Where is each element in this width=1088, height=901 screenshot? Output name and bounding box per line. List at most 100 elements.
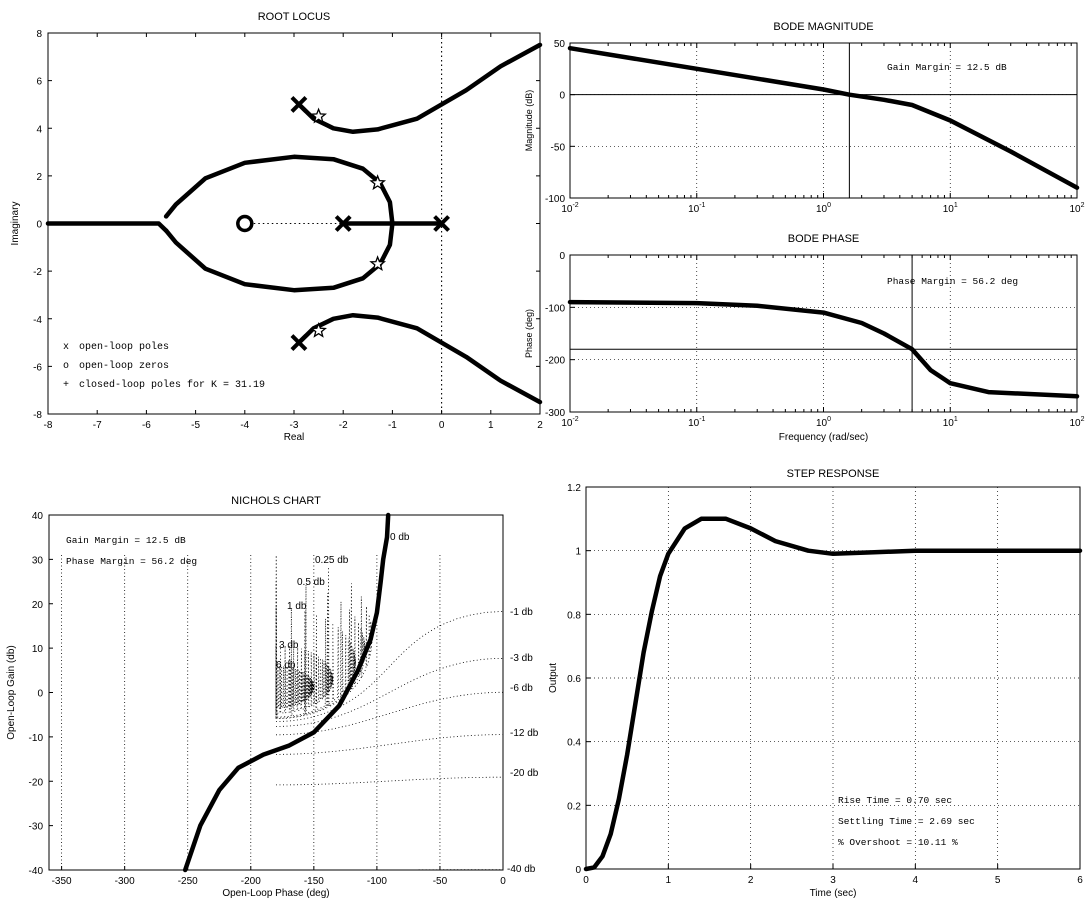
y-axis-label: Magnitude (dB)	[524, 90, 534, 152]
y-tick-label: 0.6	[567, 674, 581, 685]
x-tick-label: 5	[995, 875, 1001, 886]
y-tick-label: -100	[545, 194, 565, 205]
contour-label-5: 6 db	[276, 660, 296, 671]
legend-symbol-1: o	[63, 361, 69, 372]
contour-label-3: 1 db	[287, 601, 307, 612]
y-tick-label: 0	[559, 91, 565, 102]
x-tick-label: -250	[178, 876, 198, 887]
open-loop-pole-3	[433, 215, 451, 232]
bode-magnitude-chart: BODE MAGNITUDE 1 0 -2 10-1 100 101 102 50 0 -50 -10…	[524, 21, 1085, 215]
x-tick-label: -5	[191, 420, 200, 431]
x-tick-label: 6	[1077, 875, 1083, 886]
x-axis-label: Frequency (rad/sec)	[779, 432, 868, 443]
x-tick-label: 10-1	[688, 416, 705, 429]
y-tick-label: -200	[545, 356, 565, 367]
contour-label-8: -6 db	[510, 683, 533, 694]
closed-loop-pole-3	[369, 255, 387, 272]
legend-symbol-2: +	[63, 380, 69, 391]
x-tick-label: -6	[142, 420, 151, 431]
magnitude-curve	[567, 45, 1080, 190]
x-tick-exponent: 2	[1081, 416, 1085, 423]
y-tick-label: 2	[36, 172, 42, 183]
y-tick-label: -6	[33, 362, 42, 373]
y-tick-label: -4	[33, 315, 42, 326]
x-axis-label: Real	[284, 432, 305, 443]
x-axis-label: Time (sec)	[810, 888, 857, 899]
x-tick-label: 100	[816, 416, 831, 429]
x-tick-label: -7	[93, 420, 102, 431]
x-axis-label: Open-Loop Phase (deg)	[222, 888, 329, 899]
x-tick-exponent: -2	[572, 202, 578, 209]
closed-loop-pole-2	[369, 174, 387, 191]
y-tick-label: -50	[551, 142, 566, 153]
pole-stroke	[290, 96, 308, 113]
y-tick-label: -10	[29, 733, 44, 744]
x-tick-label: 101	[943, 202, 958, 215]
x-tick-label: -4	[240, 420, 249, 431]
closed-loop-pole-1	[310, 321, 327, 338]
nichols-phase-margin: Phase Margin = 56.2 deg	[66, 556, 197, 567]
x-tick-label: 10-1	[688, 202, 705, 215]
x-tick-label: 2	[748, 875, 754, 886]
root-locus-chart: ROOT LOCUS -8 -7 -6 -5 -4 -3 -2 -1 0 1 2 8 6 4 2 0 -2 -4 -6…	[10, 11, 543, 443]
step-title: STEP RESPONSE	[787, 468, 880, 480]
contour-label-7: -3 db	[510, 653, 533, 664]
step-response-chart: STEP RESPONSE 0 1 2 3 4 5 6 1.2 1 0.8 0.6 0.4 0.2 0 Tim…	[548, 468, 1083, 899]
x-tick-exponent: 2	[1081, 202, 1085, 209]
phase-curve	[567, 299, 1080, 399]
y-tick-label: 10	[32, 644, 44, 655]
x-tick-exponent: -2	[572, 416, 578, 423]
x-tick-label: 0	[439, 420, 445, 431]
bode_phase-title: BODE PHASE	[788, 233, 860, 245]
x-tick-exponent: 1	[954, 416, 958, 423]
y-tick-label: 4	[36, 124, 42, 135]
nichols-curve	[182, 512, 391, 873]
step-curve	[583, 516, 1083, 872]
y-tick-label: 0	[575, 865, 581, 876]
x-tick-label: -1	[388, 420, 397, 431]
nichols-mag-contour-0	[275, 555, 373, 720]
overshoot-annotation: % Overshoot = 10.11 %	[838, 837, 958, 848]
bode-phase-chart: BODE PHASE 1 0 -2 10-1 100 101 102 0 -100 -200 -300…	[524, 233, 1085, 443]
x-tick-label: 3	[830, 875, 836, 886]
pole-stroke	[290, 334, 308, 351]
pole-stroke	[334, 215, 352, 232]
nichols-mag-contour-9	[276, 776, 503, 786]
x-tick-label: -3	[290, 420, 299, 431]
contour-label-2: 0.5 db	[297, 577, 325, 588]
y-axis-label: Phase (deg)	[524, 309, 534, 358]
y-tick-label: 50	[554, 39, 566, 50]
x-tick-exponent: 0	[827, 416, 831, 423]
x-tick-label: 2	[537, 420, 543, 431]
x-tick-label: -8	[44, 420, 53, 431]
y-tick-label: 20	[32, 600, 44, 611]
contour-label-1: 0.25 db	[315, 555, 349, 566]
x-tick-label: 100	[816, 202, 831, 215]
y-tick-label: -2	[33, 267, 42, 278]
root-locus-title: ROOT LOCUS	[258, 11, 331, 23]
open-loop-pole-2	[334, 215, 352, 232]
y-tick-label: 0.4	[567, 738, 581, 749]
bode_magnitude-title: BODE MAGNITUDE	[773, 21, 873, 33]
locus-branch-3	[163, 221, 395, 293]
legend-label-2: closed-loop poles for K = 31.19	[79, 379, 265, 391]
locus-branch-1	[296, 312, 543, 405]
rise-time-annotation: Rise Time = 0.70 sec	[838, 795, 952, 806]
locus-branch-2	[163, 154, 395, 226]
x-tick-label: -50	[433, 876, 448, 887]
closed-loop-pole-0	[310, 107, 327, 124]
y-tick-label: -20	[29, 777, 44, 788]
pole-stroke	[433, 215, 451, 232]
nichols-mag-contour-7	[276, 691, 503, 736]
nichols-mag-contour-5	[276, 611, 503, 722]
y-tick-label: -300	[545, 408, 565, 419]
nichols-title: NICHOLS CHART	[231, 495, 321, 507]
nichols-chart: NICHOLS CHART-350 -300 -250 -200 -150 -100 -50…	[6, 495, 539, 899]
y-tick-label: 1	[575, 547, 581, 558]
y-tick-label: 30	[32, 555, 44, 566]
locus-branch-4	[45, 221, 169, 233]
legend-symbol-0: x	[63, 342, 69, 353]
y-tick-label: 8	[36, 29, 42, 40]
y-tick-label: 0.8	[567, 610, 581, 621]
